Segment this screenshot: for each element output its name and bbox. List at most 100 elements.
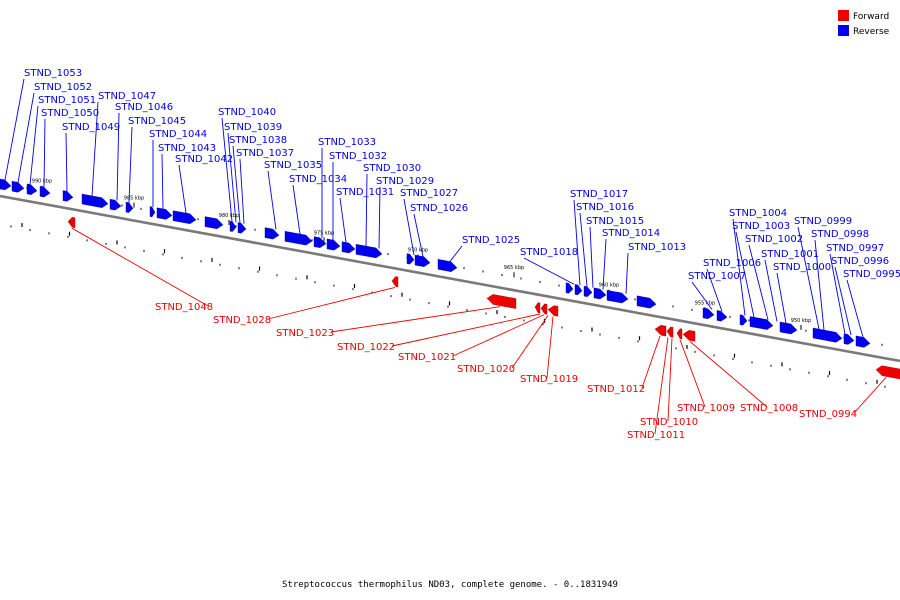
reverse-gene-label: STND_1027 (400, 188, 458, 199)
forward-gene-label: STND_0994 (799, 409, 857, 420)
reverse-gene-arrow (172, 210, 197, 225)
reverse-leader-line (128, 126, 133, 203)
reverse-leader-line (43, 118, 46, 188)
reverse-gene-label: STND_1052 (34, 82, 92, 93)
reverse-leader-line (579, 212, 588, 287)
reverse-gene-label: STND_0995 (843, 269, 900, 280)
forward-gene-label: STND_1023 (276, 328, 334, 339)
reverse-gene-arrow (355, 244, 383, 259)
reverse-gene-arrow (437, 259, 458, 272)
reverse-leader-line (523, 257, 575, 285)
forward-gene-label: STND_1048 (155, 302, 213, 313)
reverse-gene-label: STND_0999 (794, 216, 852, 227)
reverse-leader-line (29, 105, 39, 185)
reverse-gene-label: STND_1016 (576, 202, 634, 213)
reverse-gene-label: STND_1002 (745, 234, 803, 245)
forward-leader-line (267, 286, 396, 320)
forward-gene-arrow (682, 330, 696, 342)
reverse-gene-arrow (125, 201, 134, 213)
reverse-gene-arrow (237, 222, 247, 234)
scale-tick-label: 955 kbp (695, 300, 715, 306)
forward-gene-label: STND_1019 (520, 374, 578, 385)
forward-leader-line (853, 377, 887, 414)
reverse-gene-arrow (313, 236, 327, 248)
reverse-gene-arrow (156, 207, 173, 220)
reverse-leader-line (735, 231, 755, 318)
reverse-gene-label: STND_1031 (336, 187, 394, 198)
forward-leader-line (679, 339, 706, 408)
reverse-gene-arrow (716, 310, 728, 322)
reverse-gene-label: STND_1007 (688, 271, 746, 282)
scale-tick-label: 985 kbp (124, 196, 144, 202)
reverse-gene-arrow (149, 206, 156, 218)
forward-gene-label: STND_1020 (457, 364, 515, 375)
reverse-gene-label: STND_1015 (586, 216, 644, 227)
reverse-gene-arrow (565, 282, 574, 294)
reverse-gene-label: STND_1049 (62, 122, 120, 133)
map-caption: Streptococcus thermophilus ND03, complet… (282, 580, 618, 590)
gene-arrows (0, 178, 900, 380)
reverse-leader-line (365, 173, 368, 247)
reverse-gene-arrow (414, 254, 431, 267)
forward-gene-arrow (547, 305, 559, 317)
label-leader-lines (4, 78, 887, 435)
scale-tick-label: 965 kbp (504, 265, 524, 271)
reverse-leader-line (602, 238, 607, 290)
reverse-gene-label: STND_1000 (773, 262, 831, 273)
forward-gene-arrow (875, 365, 900, 380)
reverse-gene-label: STND_1014 (602, 228, 660, 239)
reverse-leader-line (625, 252, 629, 294)
reverse-leader-line (91, 101, 99, 196)
reverse-gene-arrow (593, 287, 607, 300)
reverse-gene-label: STND_1001 (761, 249, 819, 260)
forward-gene-label: STND_1028 (213, 315, 271, 326)
reverse-leader-line (267, 170, 277, 230)
forward-leader-line (391, 313, 541, 347)
forward-gene-arrow (67, 216, 76, 229)
reverse-gene-label: STND_1053 (24, 68, 82, 79)
reverse-leader-line (573, 199, 581, 286)
reverse-gene-label: STND_1038 (229, 135, 287, 146)
reverse-leader-line (178, 164, 187, 214)
reverse-leader-line (814, 239, 825, 331)
reverse-gene-label: STND_1042 (175, 154, 233, 165)
reverse-leader-line (239, 158, 245, 224)
reverse-leader-line (221, 117, 233, 222)
reverse-gene-label: STND_1045 (128, 116, 186, 127)
reverse-gene-label: STND_0998 (811, 229, 869, 240)
reverse-gene-arrow (583, 285, 593, 297)
reverse-gene-label: STND_1043 (158, 143, 216, 154)
forward-gene-label: STND_1008 (740, 403, 798, 414)
forward-gene-label: STND_1010 (640, 417, 698, 428)
reverse-leader-line (706, 268, 723, 312)
reverse-gene-arrow (62, 190, 74, 202)
reverse-gene-arrow (26, 183, 38, 195)
reverse-gene-arrow (574, 284, 583, 296)
forward-gene-label: STND_1012 (587, 384, 645, 395)
reverse-gene-arrow (0, 178, 12, 191)
reverse-gene-label: STND_1046 (115, 102, 173, 113)
reverse-gene-arrow (109, 198, 122, 211)
reverse-leader-line (116, 112, 120, 201)
reverse-gene-label: STND_1037 (236, 148, 294, 159)
reverse-gene-label: STND_1003 (732, 221, 790, 232)
reverse-gene-arrow (739, 314, 748, 326)
forward-leader-line (689, 341, 768, 408)
reverse-gene-arrow (284, 231, 313, 246)
forward-gene-arrow (676, 328, 683, 340)
forward-leader-line (511, 315, 549, 369)
reverse-gene-arrow (11, 180, 25, 193)
reverse-leader-line (339, 197, 347, 243)
reverse-leader-line (846, 279, 864, 338)
forward-gene-label: STND_1009 (677, 403, 735, 414)
forward-leader-line (452, 314, 545, 357)
forward-gene-label: STND_1022 (337, 342, 395, 353)
reverse-gene-arrow (843, 333, 855, 345)
reverse-gene-label: STND_1035 (264, 160, 322, 171)
scale-ticks: 990 kbp 985 kbp 980 kbp 975 kbp 970 kbp 965 k… (7, 179, 886, 388)
scale-tick-label: 990 kbp (32, 179, 52, 185)
reverse-gene-label: STND_1051 (38, 95, 96, 106)
reverse-gene-arrow (326, 238, 341, 251)
reverse-leader-line (403, 198, 415, 255)
